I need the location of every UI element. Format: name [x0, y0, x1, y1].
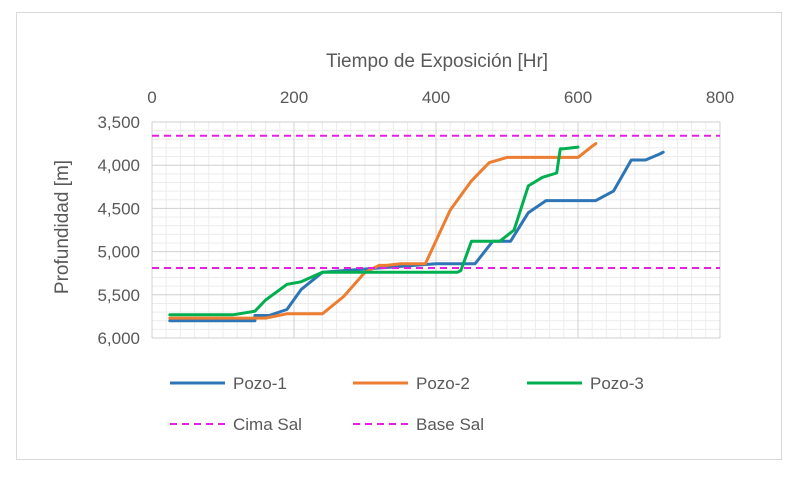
legend: Pozo-1 Pozo-2 Pozo-3 Cima Sal Base Sal — [170, 374, 644, 434]
x-tick-label: 200 — [280, 88, 308, 107]
legend-label: Pozo-1 — [233, 374, 287, 393]
x-axis-title: Tiempo de Exposición [Hr] — [326, 51, 548, 72]
x-tick-labels: 0 200 400 600 800 — [147, 88, 734, 107]
y-tick-label: 5,500 — [97, 286, 140, 305]
legend-label: Cima Sal — [233, 415, 302, 434]
x-tick-label: 600 — [564, 88, 592, 107]
legend-label: Pozo-2 — [416, 374, 470, 393]
series-line-pozo-1 — [168, 150, 665, 323]
legend-label: Base Sal — [416, 415, 484, 434]
major-gridlines — [151, 121, 721, 339]
y-tick-label: 5,000 — [97, 243, 140, 262]
y-tick-label: 4,500 — [97, 199, 140, 218]
y-tick-labels: 3,500 4,000 4,500 5,000 5,500 6,000 — [97, 113, 140, 348]
series-line-pozo-3 — [168, 145, 580, 317]
chart-frame — [16, 12, 782, 460]
legend-label: Pozo-3 — [590, 374, 644, 393]
series-line-pozo-2 — [168, 142, 598, 320]
x-tick-label: 400 — [422, 88, 450, 107]
y-tick-label: 4,000 — [97, 156, 140, 175]
y-axis-title: Profundidad [m] — [52, 160, 73, 294]
y-tick-label: 3,500 — [97, 113, 140, 132]
x-tick-label: 800 — [706, 88, 734, 107]
y-tick-label: 6,000 — [97, 329, 140, 348]
x-tick-label: 0 — [147, 88, 156, 107]
series-lines — [152, 134, 720, 323]
